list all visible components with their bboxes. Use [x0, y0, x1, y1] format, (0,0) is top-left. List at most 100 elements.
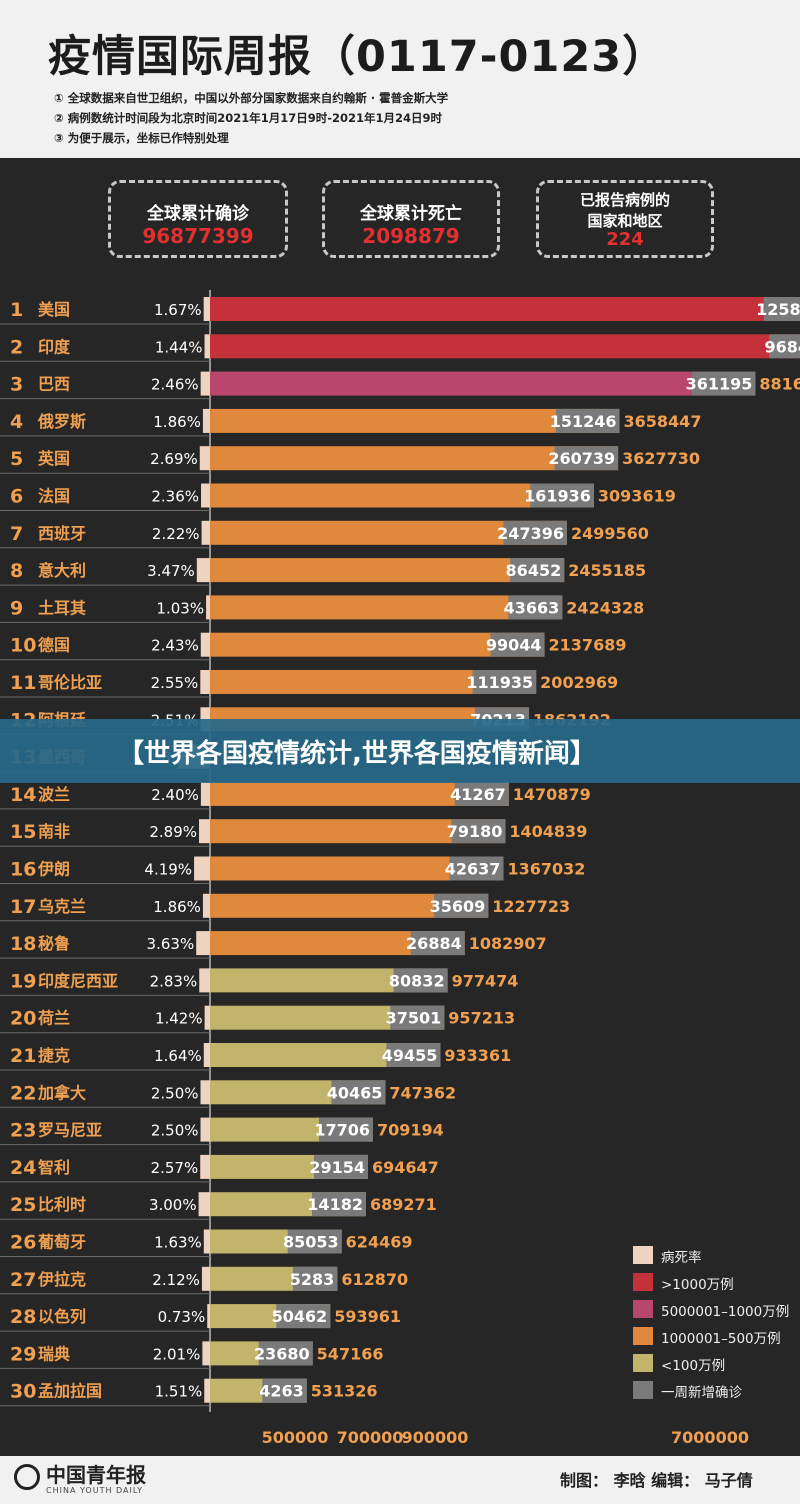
total-label: 933361 — [444, 1046, 511, 1065]
weekly-bar — [313, 1154, 368, 1179]
total-label: 689271 — [370, 1195, 437, 1214]
weekly-bar — [555, 408, 620, 433]
fatality-bar — [203, 1229, 210, 1254]
rank-label: 11 — [10, 672, 36, 694]
total-bar — [210, 483, 594, 508]
fatality-label: 2.50% — [151, 1122, 199, 1140]
weekly-bar — [508, 595, 563, 620]
total-label: 2455185 — [568, 561, 646, 580]
rank-label: 17 — [10, 896, 36, 918]
weekly-bar — [287, 1229, 342, 1254]
country-label: 俄罗斯 — [37, 412, 86, 431]
legend-label: 5000001–1000万例 — [661, 1304, 790, 1320]
total-label: 3627730 — [622, 449, 700, 468]
weekly-label: 361195 — [686, 375, 753, 394]
weekly-label: 4263 — [259, 1382, 304, 1401]
fatality-bar — [196, 558, 210, 583]
rank-label: 25 — [10, 1194, 36, 1216]
total-bar — [210, 446, 619, 471]
fatality-bar — [203, 297, 210, 321]
overlay-banner: 【世界各国疫情统计,世界各国疫情新闻】 — [0, 719, 800, 783]
fatality-label: 1.63% — [154, 1234, 202, 1252]
fatality-label: 2.01% — [153, 1345, 201, 1363]
legend-swatch — [633, 1354, 653, 1372]
country-label: 英国 — [37, 449, 70, 468]
weekly-label: 260739 — [548, 449, 615, 468]
total-bar — [210, 334, 800, 359]
weekly-bar — [258, 1341, 313, 1366]
country-label: 哥伦比亚 — [38, 673, 102, 692]
rank-label: 28 — [10, 1306, 36, 1328]
weekly-label: 49455 — [382, 1046, 438, 1065]
weekly-label: 23680 — [254, 1344, 310, 1363]
fatality-label: 3.63% — [147, 935, 195, 953]
fatality-bar — [204, 1005, 210, 1030]
total-bar — [210, 595, 563, 620]
weekly-bar — [472, 670, 537, 694]
rank-label: 29 — [10, 1343, 36, 1365]
fatality-label: 2.89% — [149, 823, 197, 841]
fatality-bar — [201, 520, 210, 545]
weekly-label: 35609 — [430, 897, 486, 916]
fatality-label: 2.12% — [152, 1271, 200, 1289]
weekly-bar — [331, 1080, 386, 1105]
rank-label: 18 — [10, 933, 36, 955]
total-label: 1404839 — [509, 822, 587, 841]
fatality-bar — [199, 446, 210, 471]
fatality-bar — [200, 632, 210, 657]
stat-countries: 已报告病例的 国家和地区 224 — [536, 180, 714, 258]
total-label: 531326 — [311, 1382, 378, 1401]
stat-deaths-label: 全球累计死亡 — [360, 204, 462, 224]
rank-label: 15 — [10, 821, 36, 843]
fatality-label: 1.86% — [153, 413, 201, 431]
stat-countries-value: 224 — [606, 229, 644, 250]
country-label: 加拿大 — [37, 1083, 86, 1102]
fatality-label: 1.44% — [155, 338, 203, 356]
country-label: 伊朗 — [37, 860, 70, 879]
weekly-bar — [769, 334, 800, 359]
legend-swatch — [633, 1327, 653, 1345]
legend-swatch — [633, 1300, 653, 1318]
fatality-label: 0.73% — [158, 1308, 206, 1326]
rank-label: 7 — [10, 523, 23, 545]
fatality-bar — [200, 781, 210, 806]
fatality-label: 2.57% — [151, 1159, 199, 1177]
weekly-bar — [311, 1192, 366, 1217]
total-label: 2499560 — [571, 524, 649, 543]
banner-text: 【世界各国疫情统计,世界各国疫情新闻】 — [118, 739, 596, 769]
country-label: 秘鲁 — [38, 934, 70, 953]
note-2: ② 病例数统计时间段为北京时间2021年1月17日9时-2021年1月24日9时 — [54, 111, 443, 125]
rank-label: 3 — [10, 374, 23, 396]
country-label: 智利 — [38, 1158, 70, 1177]
weekly-bar — [262, 1378, 307, 1403]
stat-confirmed: 全球累计确诊 96877399 — [108, 180, 288, 258]
rank-label: 22 — [10, 1082, 36, 1104]
logo-subtitle: CHINA YOUTH DAILY — [46, 1486, 144, 1495]
fatality-bar — [194, 856, 210, 881]
stat-confirmed-label: 全球累计确诊 — [147, 204, 249, 224]
rank-label: 1 — [10, 299, 23, 321]
rank-label: 24 — [10, 1157, 36, 1179]
weekly-bar — [554, 446, 619, 471]
fatality-bar — [201, 1266, 210, 1291]
x-tick-label: 7000000 — [671, 1428, 749, 1447]
fatality-label: 2.36% — [151, 488, 199, 506]
weekly-label: 79180 — [447, 822, 503, 841]
rank-label: 2 — [10, 336, 23, 358]
legend-swatch — [633, 1273, 653, 1291]
fatality-label: 1.51% — [155, 1383, 203, 1401]
weekly-label: 41267 — [450, 785, 506, 804]
total-label: 8816254 — [759, 375, 800, 394]
weekly-bar — [451, 819, 506, 844]
country-label: 瑞典 — [38, 1344, 70, 1363]
total-bar — [210, 408, 620, 433]
country-label: 西班牙 — [38, 524, 86, 543]
weekly-bar — [503, 520, 567, 545]
legend-label: 1000001–500万例 — [661, 1331, 781, 1347]
fatality-bar — [198, 1192, 210, 1217]
rank-label: 26 — [10, 1232, 36, 1254]
legend-label: 一周新增确诊 — [661, 1385, 742, 1401]
stat-countries-label-2: 国家和地区 — [587, 212, 663, 230]
country-label: 波兰 — [38, 785, 70, 804]
